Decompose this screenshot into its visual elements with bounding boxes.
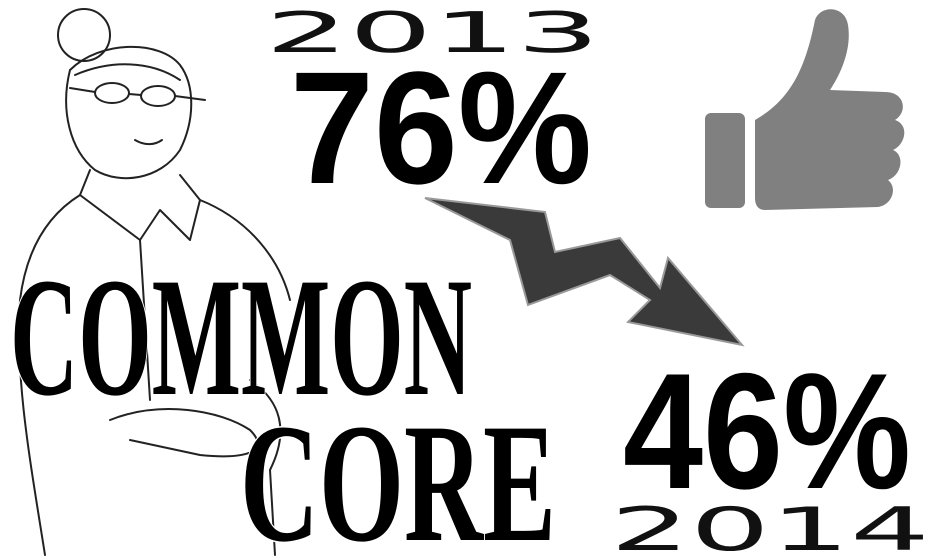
title-line2: CORE (240, 389, 556, 558)
page: 2013 76% COMMON CORE 46% 2014 (() => { c… (0, 0, 934, 558)
year-after: 2014 (610, 495, 930, 558)
infographic: 2013 76% COMMON CORE 46% 2014 (0, 0, 934, 558)
percent-before: 76% (290, 38, 592, 217)
